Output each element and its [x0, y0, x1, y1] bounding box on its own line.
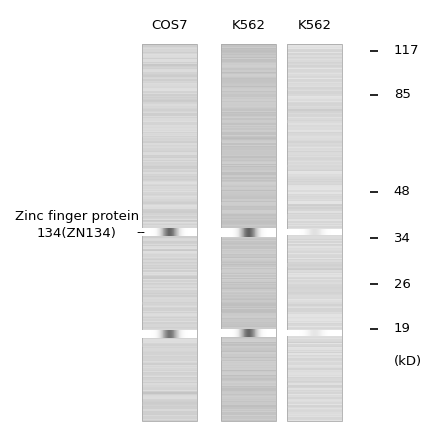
- Text: COS7: COS7: [151, 19, 188, 32]
- Bar: [221, 44, 276, 421]
- Text: 134(ZN134): 134(ZN134): [37, 227, 117, 240]
- Text: 19: 19: [394, 322, 411, 335]
- Text: 85: 85: [394, 88, 411, 101]
- Text: --: --: [136, 226, 145, 239]
- Text: Zinc finger protein: Zinc finger protein: [15, 209, 139, 223]
- Bar: [142, 44, 197, 421]
- Text: K562: K562: [297, 19, 332, 32]
- Bar: [287, 44, 342, 421]
- Text: 26: 26: [394, 278, 411, 291]
- Text: K562: K562: [231, 19, 266, 32]
- Text: 34: 34: [394, 232, 411, 245]
- Text: (kD): (kD): [394, 355, 422, 368]
- Text: 117: 117: [394, 44, 419, 57]
- Text: 48: 48: [394, 185, 411, 198]
